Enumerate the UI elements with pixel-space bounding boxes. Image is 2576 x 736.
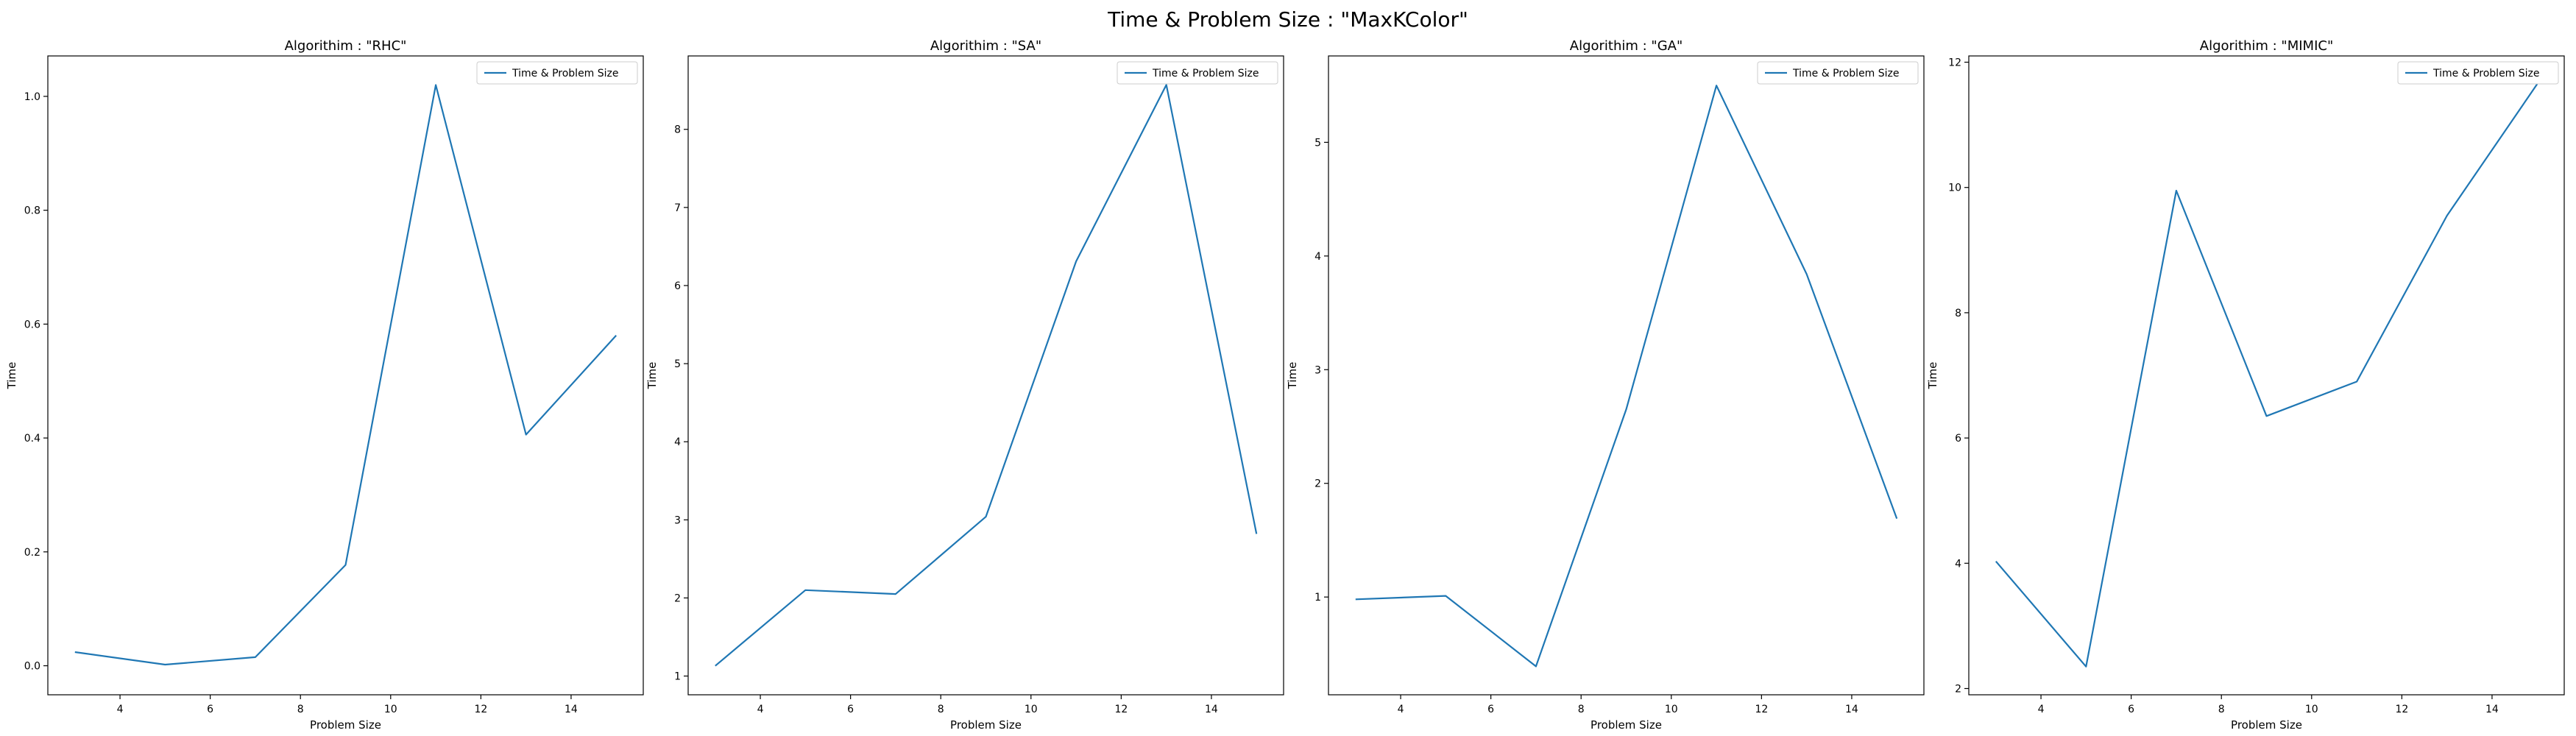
chart-3-y-tick-label: 2 <box>1314 478 1321 490</box>
chart-2-y-tick-label: 1 <box>674 671 681 683</box>
chart-2-legend-label: Time & Problem Size <box>1152 68 1259 79</box>
chart-1-y-tick-label: 0.0 <box>24 661 40 673</box>
chart-3-x-tick-label: 14 <box>1845 704 1858 715</box>
chart-4-x-tick-label: 6 <box>2128 704 2134 715</box>
chart-2-x-axis-label: Problem Size <box>950 718 1022 732</box>
chart-1-legend-box <box>476 61 638 85</box>
chart-4-y-tick-label: 8 <box>1955 308 1961 319</box>
chart-2-y-tick-label: 2 <box>674 592 681 604</box>
chart-3-x-tick-label: 10 <box>1665 704 1678 715</box>
chart-1-x-tick-label: 4 <box>117 704 124 715</box>
chart-4-x-tick-label: 4 <box>2038 704 2045 715</box>
chart-1-title: Algorithim : "RHC" <box>285 38 407 54</box>
chart-2-y-tick-label: 4 <box>674 436 681 448</box>
chart-2-axes-frame <box>687 55 1284 696</box>
chart-4-x-tick-label: 12 <box>2395 704 2408 715</box>
chart-1-y-tick-label: 0.8 <box>24 205 40 217</box>
chart-2-y-tick-label: 3 <box>674 514 681 526</box>
chart-4-x-tick-label: 8 <box>2218 704 2225 715</box>
chart-3-y-tick-label: 5 <box>1314 137 1321 149</box>
chart-3-x-tick-label: 8 <box>1578 704 1585 715</box>
chart-1-x-tick-label: 10 <box>384 704 397 715</box>
chart-2-y-axis-label: Time <box>645 362 659 390</box>
chart-4-legend-box <box>2397 61 2559 85</box>
chart-1-y-axis-label: Time <box>5 362 18 390</box>
chart-2-title: Algorithim : "SA" <box>930 38 1041 54</box>
chart-3-legend-label: Time & Problem Size <box>1792 68 1900 79</box>
chart-1-axes-frame <box>47 55 644 696</box>
chart-4-y-tick-label: 4 <box>1955 558 1961 570</box>
chart-1-series-line <box>74 84 618 666</box>
chart-4-title: Algorithim : "MIMIC" <box>2200 38 2333 54</box>
chart-1-y-tick-label: 0.2 <box>24 547 40 559</box>
chart-2-x-tick-label: 4 <box>757 704 764 715</box>
chart-3-y-tick-label: 4 <box>1314 251 1321 263</box>
chart-4-y-tick-label: 10 <box>1948 183 1961 194</box>
chart-1-x-tick-label: 6 <box>207 704 213 715</box>
figure-title: Time & Problem Size : "MaxKColor" <box>1108 7 1468 32</box>
chart-1-legend-label: Time & Problem Size <box>512 68 619 79</box>
chart-4-y-tick-label: 6 <box>1955 433 1961 445</box>
chart-2-series-line <box>715 84 1258 667</box>
chart-1-y-tick-label: 1.0 <box>24 91 40 103</box>
chart-1-y-tick-label: 0.6 <box>24 319 40 330</box>
chart-3-title: Algorithim : "GA" <box>1570 38 1682 54</box>
chart-1-x-tick-label: 12 <box>474 704 487 715</box>
chart-2-legend-box <box>1117 61 1278 85</box>
chart-1-x-tick-label: 8 <box>297 704 304 715</box>
chart-4-x-tick-label: 14 <box>2485 704 2499 715</box>
chart-3-x-tick-label: 6 <box>1487 704 1494 715</box>
chart-4-legend-label: Time & Problem Size <box>2432 68 2540 79</box>
chart-2-y-tick-label: 8 <box>674 124 681 136</box>
chart-3-x-tick-label: 4 <box>1398 704 1404 715</box>
chart-4-series-line <box>1995 83 2538 668</box>
chart-4-y-tick-label: 12 <box>1948 57 1961 69</box>
chart-4-axes-frame <box>1968 55 2565 696</box>
chart-3-y-axis-label: Time <box>1286 362 1299 390</box>
chart-2-x-tick-label: 10 <box>1025 704 1038 715</box>
chart-2-x-tick-label: 14 <box>1205 704 1218 715</box>
chart-1-x-tick-label: 14 <box>565 704 578 715</box>
chart-2-y-tick-label: 5 <box>674 358 681 370</box>
chart-4-y-tick-label: 2 <box>1955 683 1961 695</box>
chart-2-x-tick-label: 6 <box>847 704 854 715</box>
chart-2-y-tick-label: 6 <box>674 280 681 292</box>
chart-3-axes-frame <box>1328 55 1925 696</box>
chart-2-y-tick-label: 7 <box>674 202 681 214</box>
chart-3-y-tick-label: 1 <box>1314 592 1321 604</box>
chart-3-legend-box <box>1757 61 1919 85</box>
chart-3-y-tick-label: 3 <box>1314 364 1321 376</box>
chart-2-x-tick-label: 12 <box>1114 704 1128 715</box>
chart-3-series-line <box>1355 85 1898 668</box>
chart-4-y-axis-label: Time <box>1926 362 1939 390</box>
chart-2-x-tick-label: 8 <box>938 704 944 715</box>
chart-3-x-tick-label: 12 <box>1755 704 1768 715</box>
chart-1-x-axis-label: Problem Size <box>310 718 381 732</box>
chart-1-y-tick-label: 0.4 <box>24 433 40 445</box>
chart-4-x-tick-label: 10 <box>2305 704 2318 715</box>
chart-4-x-axis-label: Problem Size <box>2231 718 2302 732</box>
chart-3-x-axis-label: Problem Size <box>1590 718 1662 732</box>
